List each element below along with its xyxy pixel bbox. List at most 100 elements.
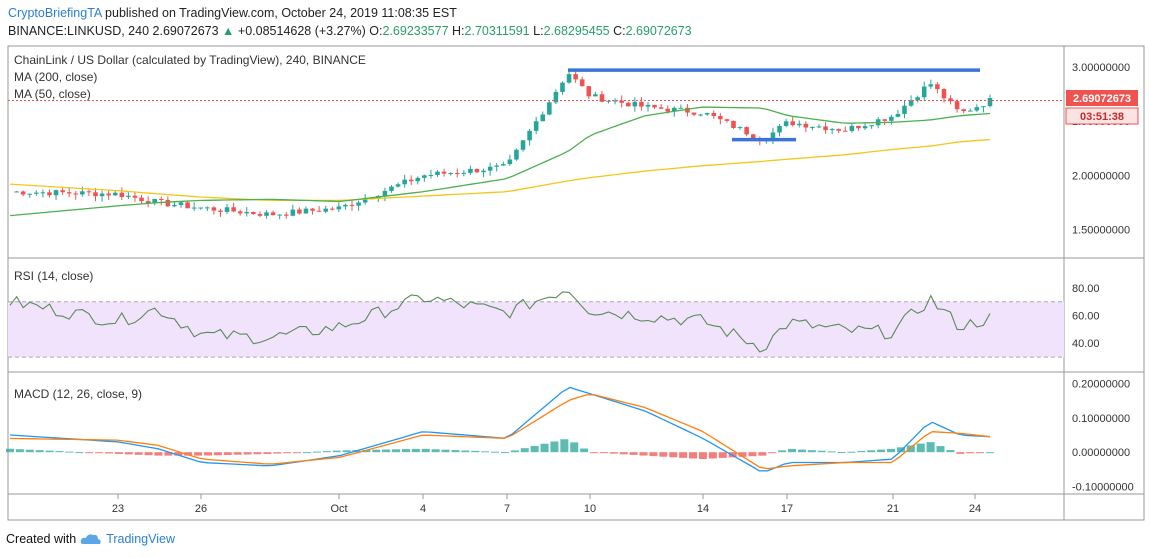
chart-canvas[interactable]: ChainLink / US Dollar (calculated by Tra… <box>0 44 1150 524</box>
price-tick-label: 2.00000000 <box>1072 170 1130 182</box>
candle <box>698 113 703 117</box>
histogram-bar <box>253 452 262 455</box>
candle <box>777 124 782 137</box>
open-label: O: <box>369 24 383 38</box>
date-tick-label: 21 <box>887 503 899 515</box>
candle <box>823 122 828 134</box>
histogram-bar <box>431 449 440 453</box>
ma200-line <box>9 138 991 202</box>
candle <box>501 161 506 166</box>
candle <box>961 108 966 114</box>
date-tick-label: 24 <box>969 503 981 515</box>
price-badge-text: 2.69072673 <box>1073 93 1131 105</box>
histogram-bar <box>233 452 242 455</box>
histogram-bar <box>471 450 480 453</box>
histogram-bar <box>491 451 500 453</box>
candle <box>678 104 684 109</box>
date-tick-label: 23 <box>112 503 124 515</box>
histogram-bar <box>788 448 797 453</box>
histogram-bar <box>25 449 34 453</box>
histogram-bar <box>421 448 430 453</box>
histogram-bar <box>461 450 470 453</box>
macd-tick-label: 0.10000000 <box>1072 413 1130 425</box>
candle <box>461 170 467 177</box>
candle <box>856 125 861 131</box>
author-link[interactable]: CryptoBriefingTA <box>8 6 102 20</box>
histogram-bar <box>372 449 381 453</box>
candle <box>691 112 697 117</box>
candle <box>645 101 651 112</box>
close-label: C: <box>613 24 626 38</box>
ma50-legend: MA (50, close) <box>14 87 91 101</box>
candle <box>987 94 993 108</box>
ma200-legend: MA (200, close) <box>14 70 97 84</box>
histogram-bar <box>768 452 777 454</box>
histogram-bar <box>738 452 747 457</box>
candle <box>415 176 421 185</box>
candle <box>974 104 980 112</box>
histogram-bar <box>451 450 460 453</box>
histogram-bar <box>45 450 54 453</box>
ma50-line <box>9 106 991 217</box>
histogram-bar <box>698 452 707 460</box>
candle <box>625 101 631 107</box>
candle <box>869 125 874 129</box>
candle <box>389 185 394 193</box>
tradingview-link[interactable]: TradingView <box>106 532 175 546</box>
candle <box>816 124 822 129</box>
candle <box>198 207 204 210</box>
pane-borders <box>7 45 1145 521</box>
histogram-bar <box>540 443 549 453</box>
histogram-bar <box>293 452 302 454</box>
open-value: 2.69233577 <box>382 24 449 38</box>
candle <box>593 91 598 97</box>
candle <box>158 196 164 206</box>
candle <box>810 126 815 131</box>
candle <box>487 162 493 176</box>
candle <box>704 112 710 116</box>
histogram-bar <box>65 451 74 453</box>
histogram-bar <box>362 449 371 453</box>
rsi-tick-label: 40.00 <box>1072 338 1100 350</box>
histogram-bar <box>689 452 698 459</box>
histogram-bar <box>827 451 836 453</box>
candle <box>889 114 894 125</box>
histogram-bar <box>35 450 44 453</box>
histogram-bar <box>649 452 658 457</box>
chart-header: CryptoBriefingTA published on TradingVie… <box>8 4 692 40</box>
candle <box>395 182 401 188</box>
candle <box>737 126 743 130</box>
candle <box>145 196 151 208</box>
histogram-bar <box>203 452 212 456</box>
candle <box>303 206 309 214</box>
histogram-bar <box>639 452 648 456</box>
histogram-bar <box>708 452 717 459</box>
histogram-bar <box>867 450 876 453</box>
date-tick-label: Oct <box>330 503 347 515</box>
histogram-bar <box>75 452 84 454</box>
candle <box>34 190 39 196</box>
candle <box>316 206 322 212</box>
histogram-bar <box>570 442 579 453</box>
candle <box>257 211 263 218</box>
histogram-bar <box>659 452 668 457</box>
candle <box>718 113 723 125</box>
price-tick-label: 1.50000000 <box>1072 225 1130 237</box>
candle <box>178 201 184 208</box>
histogram-bar <box>95 452 104 454</box>
candle <box>224 203 230 215</box>
histogram-bar <box>273 452 282 454</box>
candle <box>73 190 79 200</box>
candle <box>60 186 65 195</box>
candle <box>474 168 480 174</box>
timer-badge <box>1065 107 1139 125</box>
candle <box>277 214 282 220</box>
candle <box>126 192 131 200</box>
date-tick-label: 14 <box>697 503 709 515</box>
candle <box>264 210 269 219</box>
tradingview-cloud-icon <box>80 534 101 544</box>
histogram-bar <box>966 452 975 454</box>
candle <box>329 206 335 211</box>
histogram-bar <box>85 452 94 454</box>
candle <box>251 211 256 215</box>
